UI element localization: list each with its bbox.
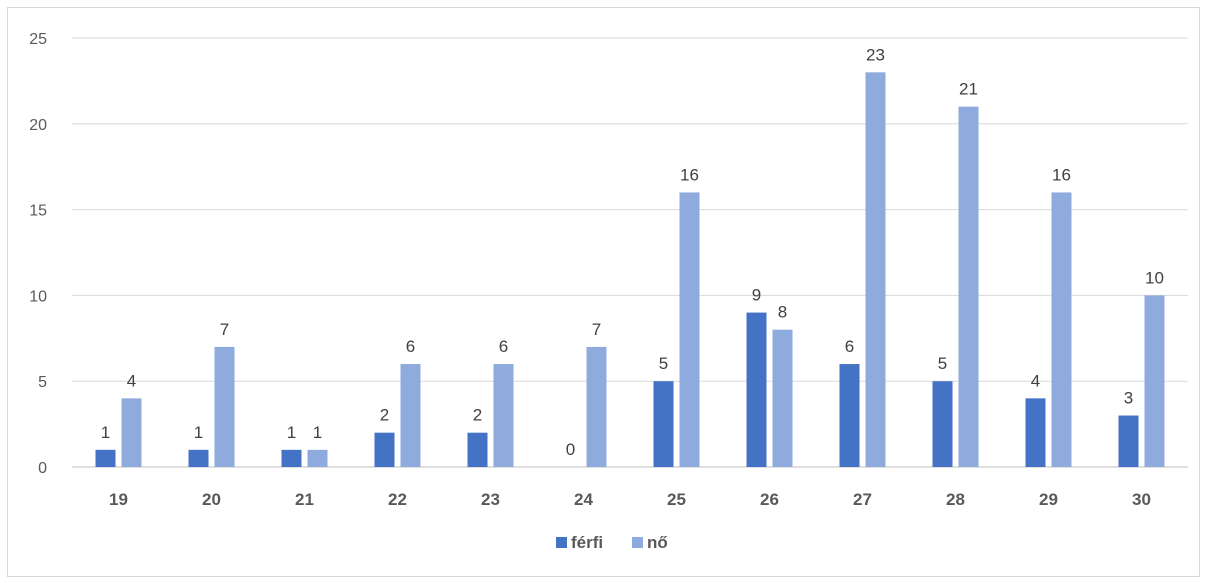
bar-no [1144,295,1165,467]
bar-no [214,346,235,467]
x-tick-label: 25 [667,490,686,509]
bar-ferfi [839,364,860,467]
bar-ferfi [281,449,302,467]
data-label: 21 [959,80,978,99]
data-label: 8 [778,303,787,322]
data-label: 6 [406,337,415,356]
bar-ferfi [374,432,395,467]
chart-frame [7,7,1200,577]
y-tick-label: 5 [38,374,47,391]
data-label: 0 [566,440,575,459]
legend-swatch [632,537,643,548]
x-tick-label: 30 [1132,490,1151,509]
y-tick-label: 15 [29,203,47,220]
data-label: 5 [659,354,668,373]
bar-ferfi [746,312,767,467]
data-label: 1 [287,423,296,442]
bar-ferfi [932,381,953,467]
bar-ferfi [95,449,116,467]
bar-ferfi [653,381,674,467]
x-tick-label: 19 [109,490,128,509]
legend-label: férfi [571,533,603,552]
y-tick-label: 0 [38,460,47,477]
data-label: 2 [473,406,482,425]
bar-no [307,449,328,467]
data-label: 16 [1052,165,1071,184]
gridlines [72,37,1188,468]
x-tick-label: 24 [574,490,593,509]
bar-no [772,329,793,467]
x-tick-label: 29 [1039,490,1058,509]
bar-ferfi [1025,398,1046,467]
data-label: 6 [499,337,508,356]
bar-no [121,398,142,467]
bar-ferfi [1118,415,1139,467]
data-label: 7 [592,320,601,339]
y-tick-label: 10 [29,288,47,305]
bars [95,72,1165,467]
data-label: 2 [380,406,389,425]
bar-no [1051,192,1072,467]
legend-label: nő [647,533,668,552]
bar-ferfi [467,432,488,467]
legend-swatch [556,537,567,548]
data-label: 3 [1124,389,1133,408]
data-label: 23 [866,45,885,64]
data-label: 4 [1031,371,1040,390]
data-label: 16 [680,165,699,184]
bar-no [586,346,607,467]
x-tick-label: 22 [388,490,407,509]
bar-no [865,72,886,467]
bar-ferfi [188,449,209,467]
data-label: 10 [1145,268,1164,287]
x-tick-label: 23 [481,490,500,509]
data-label: 9 [752,286,761,305]
data-label: 1 [194,423,203,442]
y-axis-ticks: 0 5 10 15 20 25 [29,31,47,477]
x-tick-label: 27 [853,490,872,509]
x-tick-label: 28 [946,490,965,509]
x-tick-label: 26 [760,490,779,509]
x-axis-ticks: 19 20 21 22 23 24 25 26 27 28 29 30 [109,490,1151,509]
bar-no [400,364,421,467]
data-label: 1 [313,423,322,442]
data-label: 7 [220,320,229,339]
data-label: 6 [845,337,854,356]
y-tick-label: 20 [29,117,47,134]
y-tick-label: 25 [29,31,47,48]
data-label: 4 [127,371,136,390]
legend: férfi nő [556,533,668,552]
bar-no [493,364,514,467]
x-tick-label: 21 [295,490,314,509]
data-label: 5 [938,354,947,373]
x-tick-label: 20 [202,490,221,509]
bar-no [958,106,979,467]
data-label: 1 [101,423,110,442]
bar-no [679,192,700,467]
